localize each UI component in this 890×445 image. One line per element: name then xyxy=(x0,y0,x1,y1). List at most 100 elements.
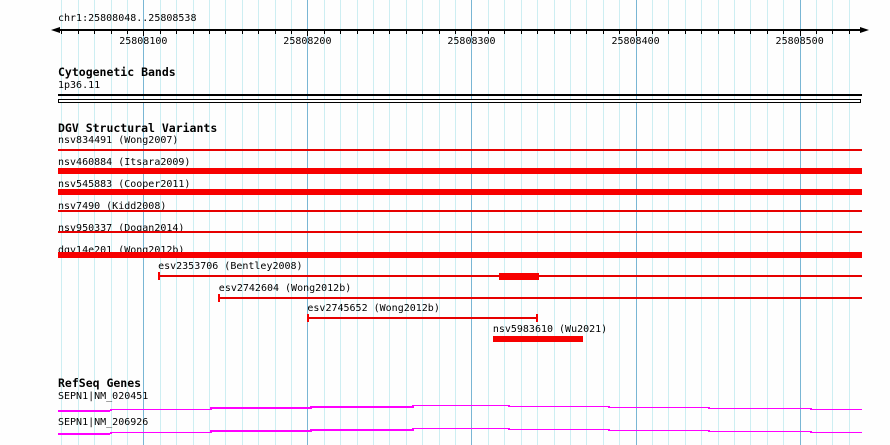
gene-segment-joint xyxy=(310,429,312,432)
grid-minor-line xyxy=(422,0,424,445)
ruler-minor-tick xyxy=(832,30,834,34)
ruler-minor-tick xyxy=(159,30,161,34)
ruler-minor-tick xyxy=(504,30,506,34)
ruler-line xyxy=(59,29,861,31)
section-title-cytogenetic-bands: Cytogenetic Bands xyxy=(58,65,176,79)
ruler-minor-tick xyxy=(241,30,243,34)
grid-minor-line xyxy=(176,0,178,445)
ruler-minor-tick xyxy=(340,30,342,34)
variant-bar[interactable] xyxy=(492,336,584,342)
ruler-minor-tick xyxy=(192,30,194,34)
ruler-minor-tick xyxy=(487,30,489,34)
ruler-minor-tick xyxy=(438,30,440,34)
grid-minor-line xyxy=(619,0,621,445)
grid-major-line xyxy=(635,0,637,445)
gene-segment-joint xyxy=(310,406,312,409)
ruler-minor-tick xyxy=(208,30,210,34)
variant-start-bracket xyxy=(218,294,221,302)
gene-segment[interactable] xyxy=(608,406,708,409)
variant-line[interactable] xyxy=(58,231,862,233)
grid-minor-line xyxy=(504,0,506,445)
ruler-minor-tick xyxy=(126,30,128,34)
gene-segment[interactable] xyxy=(58,433,110,435)
grid-minor-line xyxy=(208,0,210,445)
gene-segment[interactable] xyxy=(210,430,310,432)
variant-line[interactable] xyxy=(307,317,538,319)
gene-label[interactable]: SEPN1|NM_020451 xyxy=(58,391,149,402)
ruler-minor-tick xyxy=(619,30,621,34)
grid-minor-line xyxy=(225,0,227,445)
grid-minor-line xyxy=(340,0,342,445)
gene-segment[interactable] xyxy=(210,407,310,409)
ruler-minor-tick xyxy=(61,30,63,34)
grid-minor-line xyxy=(848,0,850,445)
ruler-minor-tick xyxy=(225,30,227,34)
gene-segment[interactable] xyxy=(810,408,862,411)
variant-label[interactable]: nsv950337 (Dogan2014) xyxy=(58,223,185,234)
ruler-major-tick xyxy=(635,30,637,36)
grid-minor-line xyxy=(520,0,522,445)
grid-minor-line xyxy=(586,0,588,445)
variant-bar[interactable] xyxy=(58,252,862,258)
variant-block[interactable] xyxy=(499,272,539,280)
variant-line[interactable] xyxy=(58,149,862,151)
grid-minor-line xyxy=(290,0,292,445)
ruler-tick-label: 25808200 xyxy=(283,36,332,47)
gene-segment[interactable] xyxy=(310,429,412,431)
variant-label[interactable]: nsv545883 (Cooper2011) xyxy=(58,179,191,190)
grid-major-line xyxy=(143,0,145,445)
gene-segment[interactable] xyxy=(608,429,708,432)
variant-label[interactable]: esv2742604 (Wong2012b) xyxy=(218,283,352,294)
grid-minor-line xyxy=(258,0,260,445)
gene-label[interactable]: SEPN1|NM_206926 xyxy=(58,417,149,428)
variant-label[interactable]: nsv5983610 (Wu2021) xyxy=(492,324,608,335)
ruler-tick-label: 25808500 xyxy=(775,36,824,47)
variant-label[interactable]: nsv7490 (Kidd2008) xyxy=(58,201,167,212)
cytoband-label[interactable]: 1p36.11 xyxy=(58,80,101,91)
gene-segment[interactable] xyxy=(110,408,210,411)
cytoband-box[interactable] xyxy=(58,99,861,103)
variant-label[interactable]: dgv14e201 (Wong2012b) xyxy=(58,245,185,256)
variant-label[interactable]: esv2745652 (Wong2012b) xyxy=(307,303,440,314)
variant-line[interactable] xyxy=(58,210,862,212)
gene-segment[interactable] xyxy=(810,431,862,434)
gene-segment[interactable] xyxy=(58,410,110,412)
gene-segment[interactable] xyxy=(110,431,210,434)
grid-minor-line xyxy=(356,0,358,445)
variant-label[interactable]: nsv460884 (Itsara2009) xyxy=(58,157,191,168)
grid-minor-line xyxy=(734,0,736,445)
ruler-minor-tick xyxy=(701,30,703,34)
variant-bar[interactable] xyxy=(58,189,862,195)
ruler-minor-tick xyxy=(602,30,604,34)
gene-segment-joint xyxy=(110,408,112,412)
gene-segment[interactable] xyxy=(508,428,608,431)
gene-segment-joint xyxy=(608,428,610,432)
gene-segment[interactable] xyxy=(708,407,810,410)
grid-major-line xyxy=(307,0,309,445)
grid-minor-line xyxy=(77,0,79,445)
variant-start-bracket xyxy=(157,272,160,280)
gene-segment-joint xyxy=(708,429,710,433)
gene-segment-joint xyxy=(508,404,510,408)
gene-segment[interactable] xyxy=(412,427,508,430)
variant-line[interactable] xyxy=(218,297,862,299)
variant-label[interactable]: esv2353706 (Bentley2008) xyxy=(158,261,303,272)
grid-minor-line xyxy=(455,0,457,445)
gene-segment[interactable] xyxy=(310,406,412,408)
gene-segment[interactable] xyxy=(508,405,608,408)
ruler-minor-tick xyxy=(520,30,522,34)
gene-segment[interactable] xyxy=(708,430,810,433)
ruler-minor-tick xyxy=(750,30,752,34)
ruler-minor-tick xyxy=(553,30,555,34)
ruler-minor-tick xyxy=(586,30,588,34)
gene-segment-joint xyxy=(708,406,710,410)
gene-segment[interactable] xyxy=(412,404,508,407)
gene-segment-joint xyxy=(810,407,812,411)
variant-label[interactable]: nsv834491 (Wong2007) xyxy=(58,135,179,146)
grid-major-line xyxy=(799,0,801,445)
variant-bar[interactable] xyxy=(58,168,862,174)
gene-segment-joint xyxy=(810,430,812,434)
grid-minor-line xyxy=(110,0,112,445)
